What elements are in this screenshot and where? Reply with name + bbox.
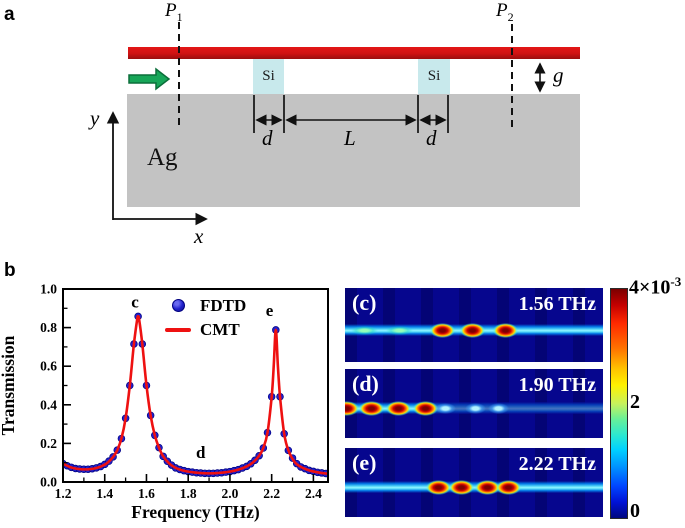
annotation-c: c xyxy=(131,293,139,312)
panel-a-tag: a xyxy=(4,4,15,25)
field-faint-spot xyxy=(434,402,456,414)
field-map-stack: (c) 1.56 THz (d) 1.90 THz (e) 2.22 THz xyxy=(345,288,603,518)
field-hotspot xyxy=(459,322,485,338)
field-hotspot xyxy=(496,479,522,495)
legend-item-fdtd: FDTD xyxy=(162,296,246,315)
x-tick-label: 2.0 xyxy=(221,486,238,501)
field-map-panel-e: (e) 2.22 THz xyxy=(345,448,603,517)
silicon-block-1: Si xyxy=(253,59,284,94)
field-hotspot xyxy=(492,322,518,338)
colorbar-min-label: 0 xyxy=(630,500,640,522)
colorbar xyxy=(610,288,628,519)
field-map-frequency: 1.56 THz xyxy=(518,293,596,315)
field-map-frequency: 2.22 THz xyxy=(518,453,596,475)
y-tick-label: 1.0 xyxy=(40,282,57,297)
width-label-1: d xyxy=(262,126,273,150)
field-hotspot xyxy=(425,479,451,495)
field-hotspot xyxy=(385,400,411,416)
field-map-panel-d: (d) 1.90 THz xyxy=(345,369,603,438)
fdtd-label: FDTD xyxy=(200,295,247,315)
port-1-sub: 1 xyxy=(176,9,183,24)
legend-item-cmt: CMT xyxy=(162,320,246,339)
fdtd-marker-swatch xyxy=(162,299,194,312)
field-map-tag: (c) xyxy=(352,290,377,315)
field-map-tag: (e) xyxy=(352,450,377,475)
silicon-block-2: Si xyxy=(418,59,450,94)
input-wave-arrow-icon xyxy=(128,67,171,91)
cmt-label: CMT xyxy=(200,319,240,339)
field-faint-spot xyxy=(465,402,487,414)
panel-b-tag: b xyxy=(4,260,16,281)
cmt-curve xyxy=(64,314,327,475)
x-tick-label: 1.4 xyxy=(96,486,113,501)
x-tick-label: 1.6 xyxy=(138,486,155,501)
transmission-chart: 1.2 1.4 1.6 1.8 2.0 2.2 2.4 0.0 0.2 0.4 0.6 0.8 1.0 F… xyxy=(0,282,329,522)
cmt-line-icon xyxy=(165,327,191,332)
silver-label: Ag xyxy=(147,144,178,171)
fdtd-dot-icon xyxy=(171,299,185,312)
silicon-1-label: Si xyxy=(262,68,275,84)
field-hotspot xyxy=(412,400,438,416)
field-hotspot xyxy=(358,400,384,416)
field-map-tag: (d) xyxy=(352,371,379,396)
annotation-d: d xyxy=(196,443,206,462)
y-axis-label: y xyxy=(90,106,100,130)
field-hotspot xyxy=(449,479,475,495)
y-tick-label: 0.6 xyxy=(40,359,57,374)
y-axis-title: Transmission xyxy=(0,335,18,435)
width-label-2: d xyxy=(426,126,437,150)
port-2-label: P2 xyxy=(496,0,514,25)
cmt-line-swatch xyxy=(162,327,194,332)
x-axis-title: Frequency (THz) xyxy=(131,502,260,522)
port-1-label: P1 xyxy=(165,0,183,25)
field-map-panel-c: (c) 1.56 THz xyxy=(345,288,603,362)
chart-legend: FDTD CMT xyxy=(162,296,246,339)
colorbar-max-label: 4×10-3 xyxy=(629,274,681,300)
length-label: L xyxy=(344,126,356,150)
x-tick-label: 1.8 xyxy=(180,486,197,501)
y-tick-label: 0.8 xyxy=(40,320,57,335)
metal-strip xyxy=(128,47,580,59)
schematic-linework xyxy=(106,22,546,226)
port-2-sub: 2 xyxy=(507,9,514,24)
port-2-base: P xyxy=(496,0,508,21)
field-hotspot xyxy=(474,479,500,495)
y-tick-label: 0.0 xyxy=(40,475,57,490)
x-tick-label: 2.2 xyxy=(263,486,280,501)
field-soft-spot xyxy=(385,325,413,335)
y-tick-label: 0.2 xyxy=(40,436,57,451)
field-faint-spot xyxy=(487,402,509,414)
colorbar-max-exp: -3 xyxy=(670,274,682,289)
port-1-base: P xyxy=(165,0,177,21)
y-tick-label: 0.4 xyxy=(40,397,57,412)
colorbar-mid-label: 2 xyxy=(630,391,640,413)
field-map-frequency: 1.90 THz xyxy=(518,374,596,396)
gap-label: g xyxy=(553,63,564,87)
field-hotspot xyxy=(345,400,360,416)
field-hotspot xyxy=(430,322,455,338)
silver-substrate xyxy=(127,94,580,207)
x-axis-label: x xyxy=(194,224,204,248)
silicon-2-label: Si xyxy=(427,68,441,84)
annotation-e: e xyxy=(266,301,274,320)
x-tick-label: 1.2 xyxy=(55,486,72,501)
field-soft-spot xyxy=(351,325,379,335)
x-tick-label: 2.4 xyxy=(305,486,322,501)
colorbar-max-coeff: 4×10 xyxy=(629,276,671,299)
